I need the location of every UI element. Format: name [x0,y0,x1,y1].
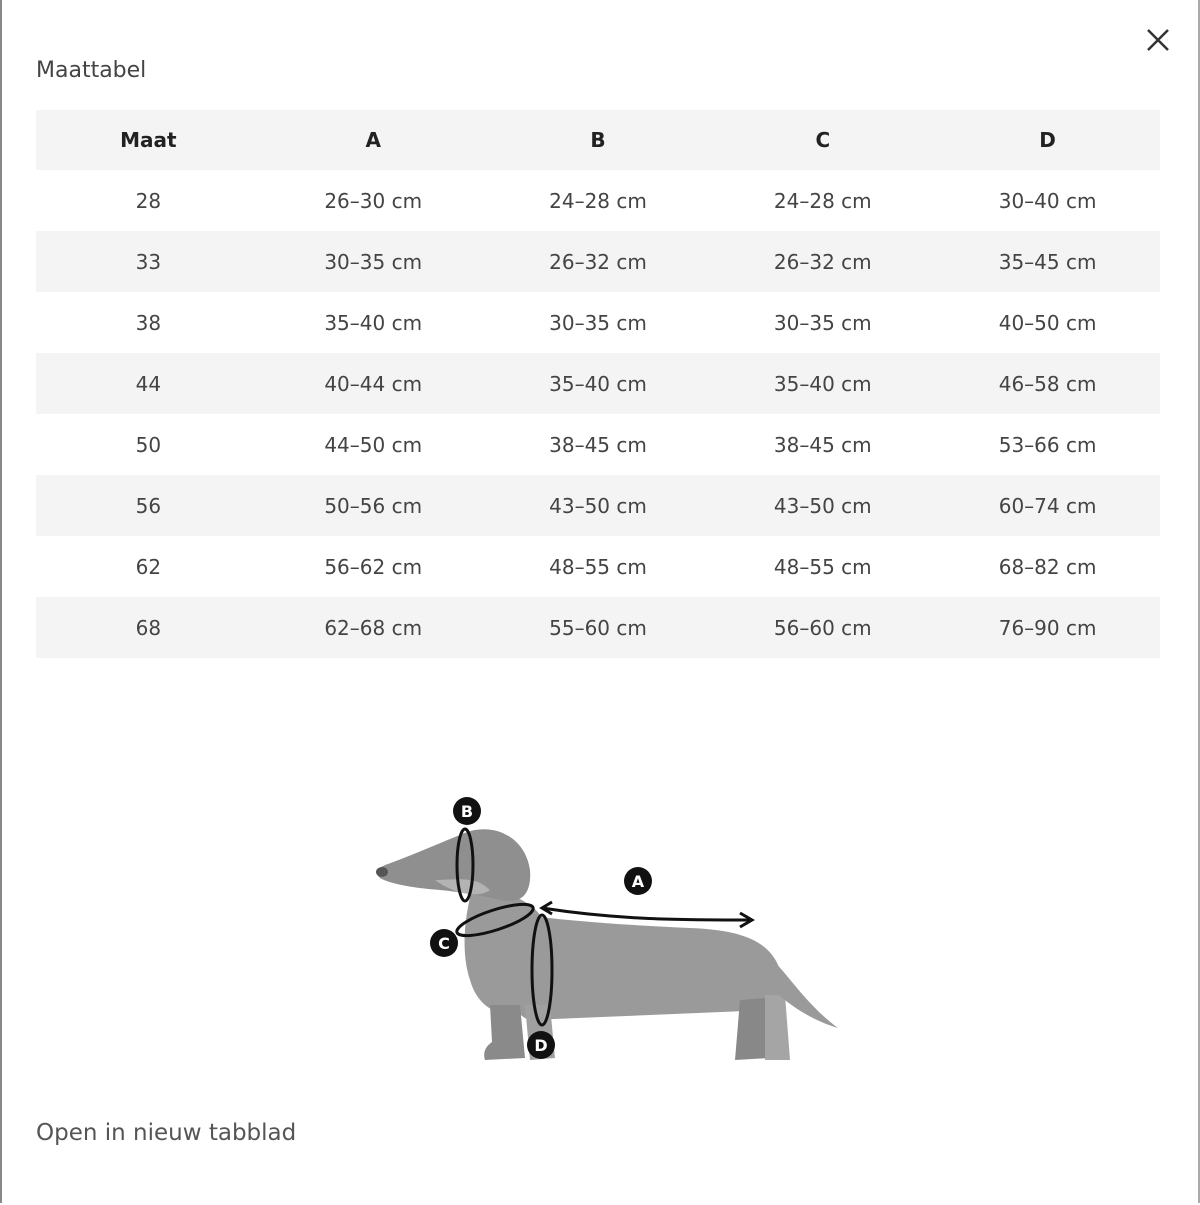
measurement-cell: 55–60 cm [549,615,647,640]
size-cell: 33 [135,249,162,274]
size-cell: 50 [135,432,162,457]
close-icon[interactable] [1140,22,1176,58]
size-cell: 68 [135,615,162,640]
label-c: C [430,929,458,957]
svg-text:D: D [534,1036,547,1055]
size-cell: 56 [135,493,162,518]
measurement-cell: 26–30 cm [324,188,423,213]
measurement-cell: 24–28 cm [549,188,647,213]
measurement-cell: 48–55 cm [773,554,872,579]
size-cell: 62 [135,554,162,579]
measurement-cell: 44–50 cm [324,432,423,457]
measurement-cell: 38–45 cm [773,432,872,457]
table-row: 56 50–56 cm 43–50 cm 43–50 cm 60–74 cm [36,475,1160,536]
measurement-cell: 40–50 cm [998,310,1097,335]
table-row: 50 44–50 cm 38–45 cm 38–45 cm 53–66 cm [36,414,1160,475]
label-a: A [624,867,652,895]
measurement-cell: 50–56 cm [324,493,423,518]
measurement-cell: 43–50 cm [773,493,872,518]
measurement-cell: 40–44 cm [324,371,423,396]
measurement-cell: 35–40 cm [549,371,647,396]
measurement-cell: 43–50 cm [549,493,647,518]
measurement-lines [455,827,755,1027]
measurement-cell: 38–45 cm [549,432,647,457]
header-d: D [1039,128,1056,152]
measurement-cell: 35–40 cm [773,371,872,396]
measurement-cell: 30–35 cm [549,310,647,335]
measurement-cell: 60–74 cm [998,493,1097,518]
measurement-cell: 48–55 cm [549,554,647,579]
measurement-cell: 76–90 cm [998,615,1097,640]
table-row: 38 35–40 cm 30–35 cm 30–35 cm 40–50 cm [36,292,1160,353]
measurement-cell: 53–66 cm [998,432,1097,457]
measurement-cell: 68–82 cm [998,554,1097,579]
measurement-cell: 62–68 cm [324,615,423,640]
label-b: B [453,797,481,825]
measurement-cell: 26–32 cm [773,249,872,274]
measurement-cell: 56–60 cm [773,615,872,640]
measurement-cell: 35–40 cm [324,310,423,335]
label-d: D [527,1031,555,1059]
measurement-cell: 26–32 cm [549,249,647,274]
dog-measurement-diagram: B A C D [376,797,838,1060]
measurement-cell: 35–45 cm [998,249,1097,274]
measurement-cell: 46–58 cm [998,371,1097,396]
table-row: 68 62–68 cm 55–60 cm 56–60 cm 76–90 cm [36,597,1160,658]
measurement-cell: 24–28 cm [773,188,872,213]
modal-title: Maattabel [36,58,147,83]
size-cell: 44 [135,371,162,396]
table-row: 28 26–30 cm 24–28 cm 24–28 cm 30–40 cm [36,170,1160,231]
header-a: A [365,128,381,152]
svg-text:B: B [461,802,473,821]
measurement-cell: 56–62 cm [324,554,423,579]
header-size: Maat [120,128,177,152]
measurement-cell: 30–40 cm [998,188,1097,213]
table-row: 44 40–44 cm 35–40 cm 35–40 cm 46–58 cm [36,353,1160,414]
svg-text:A: A [632,872,645,891]
table-row: 33 30–35 cm 26–32 cm 26–32 cm 35–45 cm [36,231,1160,292]
open-in-new-tab-link[interactable]: Open in nieuw tabblad [36,1120,297,1146]
table-header-row: Maat A B C D [36,110,1160,170]
size-cell: 28 [135,188,162,213]
table-row: 62 56–62 cm 48–55 cm 48–55 cm 68–82 cm [36,536,1160,597]
measurement-cell: 30–35 cm [773,310,872,335]
size-cell: 38 [135,310,162,335]
measurement-cell: 30–35 cm [324,249,423,274]
size-table: Maat A B C D 28 26–30 cm 24–28 cm 24–28 cm 3… [36,110,1160,658]
header-c: C [815,128,831,152]
svg-text:C: C [438,934,450,953]
header-b: B [590,128,606,152]
